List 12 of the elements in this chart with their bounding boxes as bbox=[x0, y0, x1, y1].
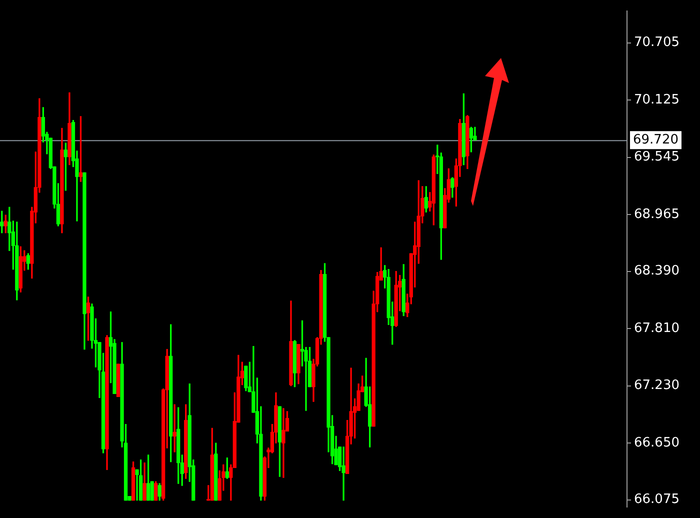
y-tick-label: 68.965 bbox=[634, 206, 680, 222]
y-tick-label: 66.075 bbox=[634, 492, 680, 508]
y-tick-label: 67.810 bbox=[634, 320, 680, 336]
y-tick-label: 67.230 bbox=[634, 378, 680, 394]
ref-line-label: 69.720 bbox=[633, 132, 678, 148]
y-tick-label: 70.705 bbox=[634, 35, 680, 50]
y-tick-label: 68.390 bbox=[634, 264, 680, 279]
candlestick bbox=[342, 446, 346, 501]
y-tick-label: 69.545 bbox=[634, 150, 680, 165]
y-tick-label: 66.650 bbox=[634, 435, 680, 450]
candlestick bbox=[282, 408, 286, 478]
y-tick-label: 70.125 bbox=[634, 92, 680, 108]
